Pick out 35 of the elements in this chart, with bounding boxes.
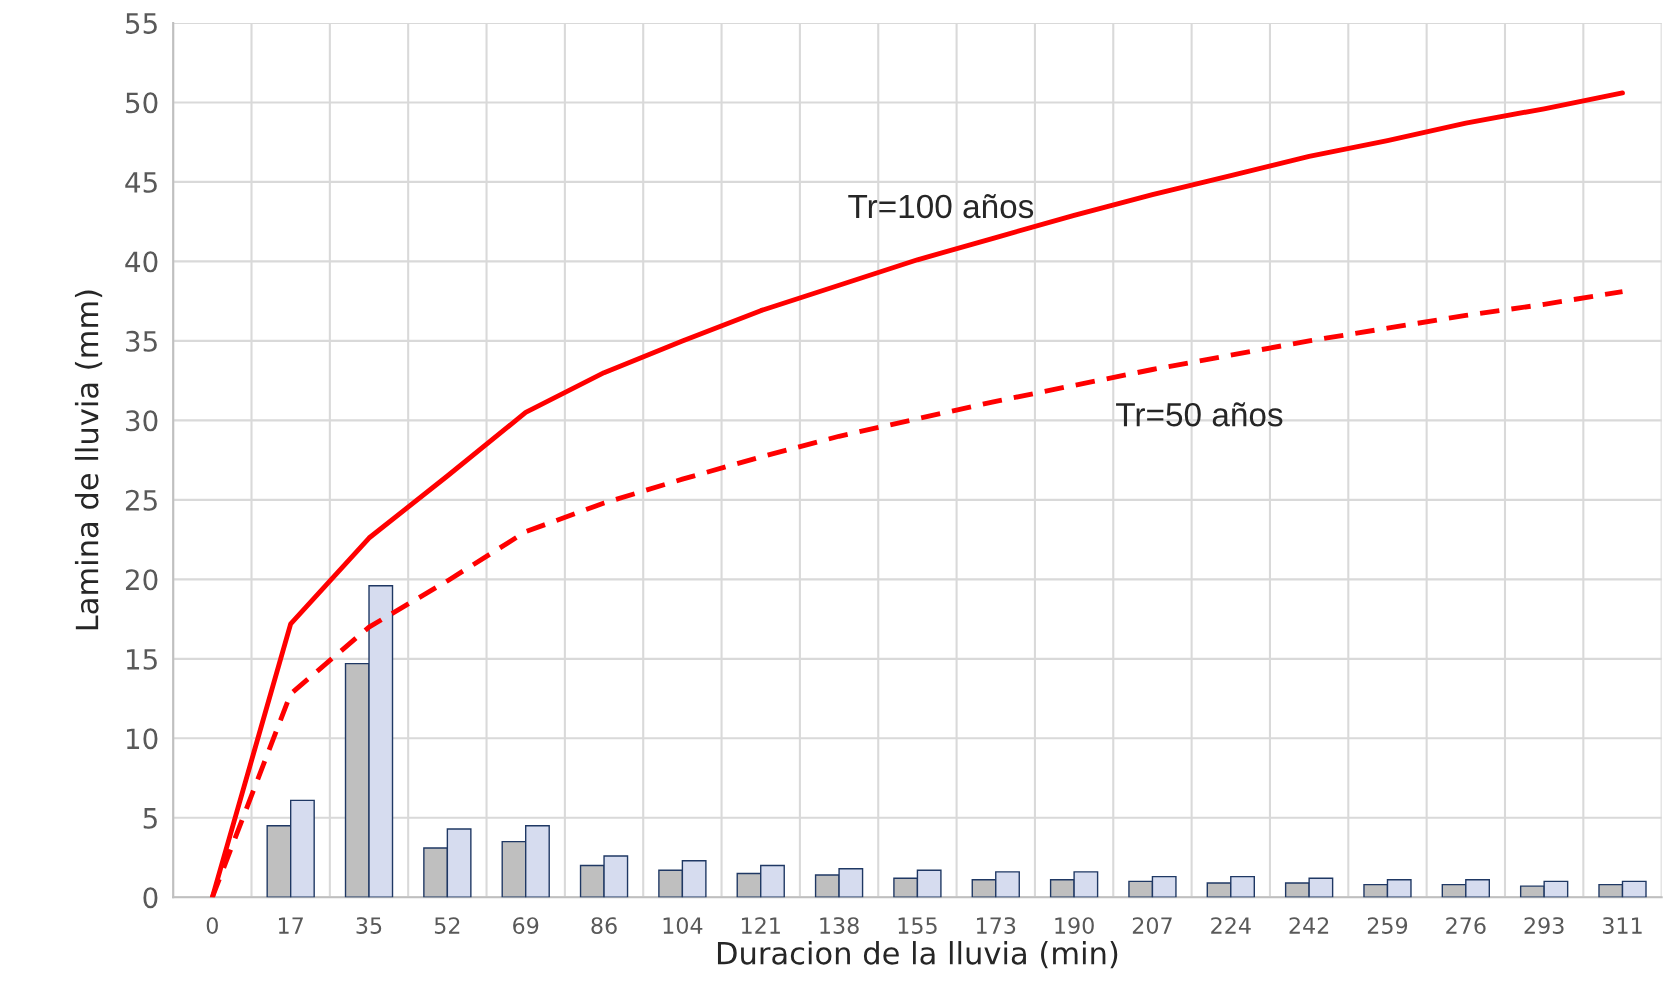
y-tick-label: 25 [125, 489, 157, 511]
x-tick-label: 138 [820, 917, 859, 934]
x-tick-label: 104 [663, 917, 703, 934]
y-axis-title: Lamina de lluvia (mm) [74, 290, 103, 630]
x-axis-title: Duracion de la lluvia (min) [717, 941, 1118, 969]
x-tick-label: 0 [206, 917, 218, 934]
x-tick-label: 207 [1132, 917, 1172, 934]
y-tick-label: 0 [143, 887, 158, 909]
y-tick-label: 10 [126, 728, 158, 750]
x-tick-label: 52 [434, 917, 460, 934]
x-tick-label: 242 [1289, 917, 1329, 934]
x-tick-label: 121 [741, 917, 780, 934]
series-label: Tr=100 años [848, 194, 1034, 219]
y-tick-label: 20 [125, 569, 158, 591]
series-label: Tr=50 años [1116, 402, 1283, 427]
x-tick-label: 224 [1211, 917, 1251, 934]
x-tick-label: 190 [1055, 917, 1094, 934]
x-tick-label: 155 [898, 917, 937, 934]
x-tick-label: 276 [1446, 917, 1486, 934]
x-tick-label: 311 [1602, 917, 1642, 934]
y-tick-label: 40 [125, 251, 158, 273]
x-tick-label: 17 [278, 917, 303, 934]
y-tick-label: 35 [126, 330, 157, 352]
x-tick-label: 293 [1524, 917, 1564, 934]
x-tick-label: 86 [591, 917, 617, 934]
x-tick-label: 173 [976, 917, 1016, 934]
y-tick-label: 30 [126, 410, 158, 432]
y-tick-label: 5 [143, 808, 157, 829]
y-tick-label: 55 [126, 13, 157, 34]
y-tick-label: 45 [125, 172, 157, 193]
x-tick-label: 35 [356, 917, 382, 934]
y-tick-label: 50 [126, 92, 158, 114]
y-tick-label: 15 [126, 649, 157, 670]
x-tick-label: 69 [513, 917, 539, 934]
x-tick-label: 259 [1367, 917, 1408, 934]
